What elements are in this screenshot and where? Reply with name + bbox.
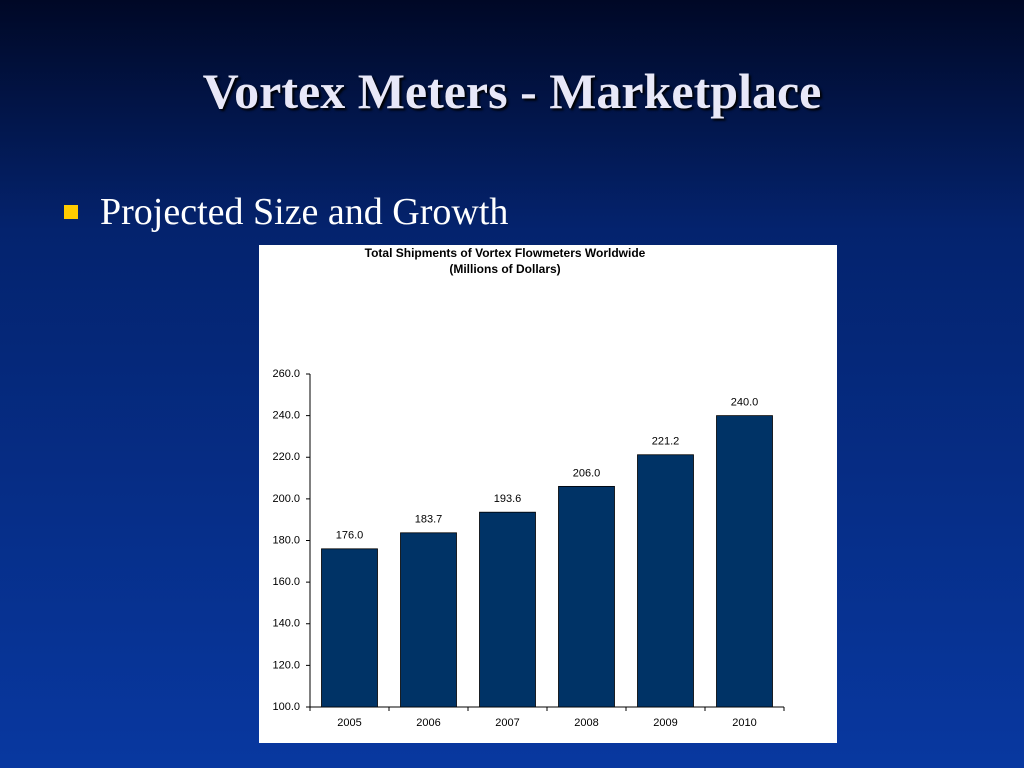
chart: Total Shipments of Vortex Flowmeters Wor… [259,245,837,743]
chart-subtitle: (Millions of Dollars) [449,262,560,276]
bullet-marker [64,205,78,219]
y-tick-label: 260.0 [272,368,300,380]
value-label: 221.2 [652,436,680,448]
y-tick-label: 120.0 [272,659,300,671]
x-tick-label: 2006 [416,717,440,729]
x-tick-label: 2010 [732,717,756,729]
x-tick-label: 2008 [574,717,598,729]
bar [400,532,457,708]
x-tick-label: 2009 [653,717,677,729]
value-label: 240.0 [731,397,759,409]
y-tick-label: 180.0 [272,534,300,546]
bar [479,511,536,708]
value-label: 206.0 [573,467,601,479]
y-tick-label: 240.0 [272,410,300,422]
x-tick-label: 2007 [495,717,519,729]
y-tick-label: 220.0 [272,451,300,463]
bar [716,415,773,708]
y-tick-label: 100.0 [272,701,300,713]
value-label: 183.7 [415,514,443,526]
y-tick-label: 140.0 [272,618,300,630]
bar [321,548,378,708]
x-tick-label: 2005 [337,717,361,729]
slide-title: Vortex Meters - Marketplace [202,63,822,119]
y-tick-label: 160.0 [272,576,300,588]
bar [637,454,694,708]
chart-title: Total Shipments of Vortex Flowmeters Wor… [365,246,646,260]
bar [558,485,615,708]
bullet-text: Projected Size and Growth [100,191,509,233]
value-label: 193.6 [494,493,522,505]
value-label: 176.0 [336,530,364,542]
y-tick-label: 200.0 [272,493,300,505]
